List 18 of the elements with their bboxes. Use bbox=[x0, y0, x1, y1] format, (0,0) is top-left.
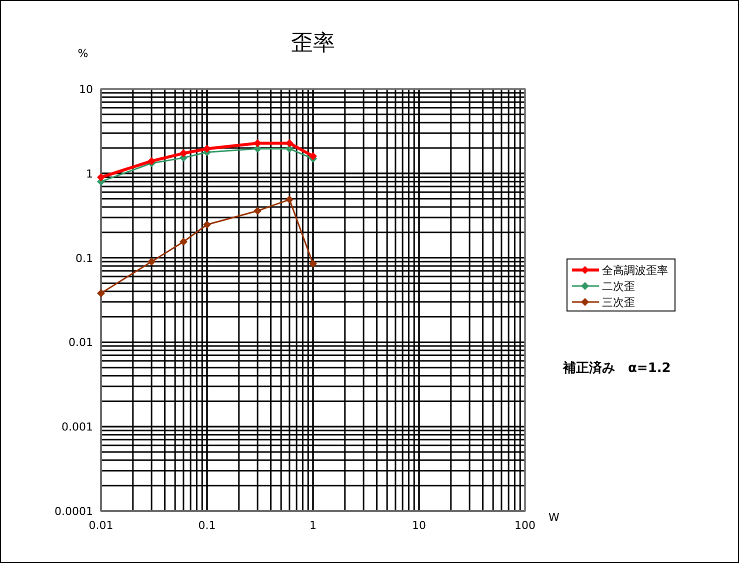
text: 補正済み α=1.2 bbox=[562, 360, 671, 376]
x-tick-label: 0.01 bbox=[88, 519, 114, 532]
y-tick-label: 0.0001 bbox=[54, 505, 93, 518]
x-tick-label: 10 bbox=[412, 519, 426, 532]
legend-label: 三次歪 bbox=[602, 296, 635, 309]
x-tick-label: 0.1 bbox=[198, 519, 216, 532]
y-axis-title: % bbox=[78, 47, 88, 60]
y-tick-label: 0.01 bbox=[68, 336, 93, 350]
x-axis-title: W bbox=[548, 511, 560, 524]
legend-label: 全高調波歪率 bbox=[602, 264, 668, 277]
y-tick-label: 10 bbox=[79, 83, 93, 96]
x-tick-label: 1 bbox=[310, 519, 316, 532]
legend-label: 二次歪 bbox=[602, 280, 635, 293]
x-tick-label: 100 bbox=[514, 519, 536, 532]
y-tick-label: 1 bbox=[86, 167, 93, 180]
chart-title: 歪率 bbox=[291, 31, 335, 56]
y-tick-label: 0.1 bbox=[76, 252, 93, 265]
y-tick-label: 0.001 bbox=[62, 420, 93, 434]
